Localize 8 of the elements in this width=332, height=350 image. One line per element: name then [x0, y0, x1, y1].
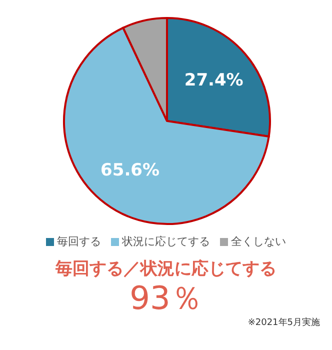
legend-label: 状況に応じてする	[121, 234, 210, 249]
text: 93％	[128, 279, 204, 317]
data-label: 27.4%	[184, 70, 244, 91]
text: ※2021年5月実施	[246, 316, 320, 329]
data-label: 65.6%	[100, 160, 160, 181]
legend-label: 毎回する	[56, 234, 101, 249]
text: 毎回する／状況に応じてする	[54, 258, 278, 280]
legend-label: 全くしない	[230, 234, 286, 249]
